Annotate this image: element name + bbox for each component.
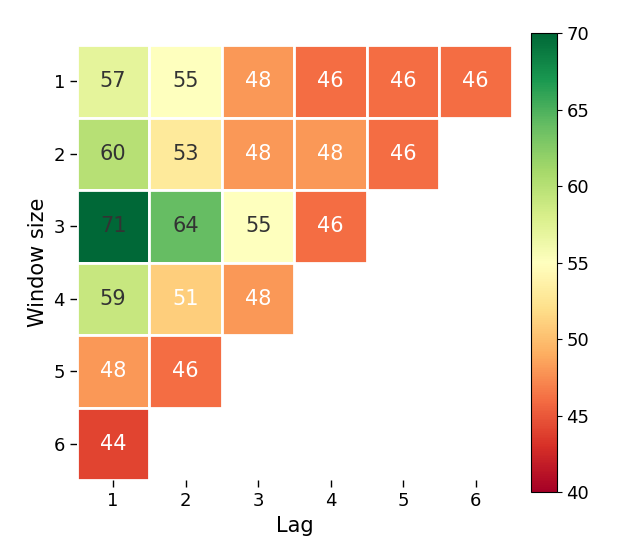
Text: 53: 53 <box>172 144 199 164</box>
Text: 48: 48 <box>100 362 126 382</box>
Text: 57: 57 <box>100 71 126 91</box>
Text: 71: 71 <box>100 216 126 237</box>
Text: 48: 48 <box>245 71 271 91</box>
Text: 59: 59 <box>100 289 126 309</box>
Bar <box>149 263 222 335</box>
Bar <box>77 45 149 118</box>
Bar <box>222 118 294 190</box>
Text: 48: 48 <box>317 144 344 164</box>
Text: 64: 64 <box>172 216 199 237</box>
Text: 48: 48 <box>245 144 271 164</box>
Text: 46: 46 <box>317 71 344 91</box>
Bar <box>77 408 149 480</box>
Text: 46: 46 <box>463 71 489 91</box>
Text: 46: 46 <box>317 216 344 237</box>
Bar <box>77 335 149 408</box>
Text: 60: 60 <box>100 144 126 164</box>
Bar <box>149 45 222 118</box>
Text: 55: 55 <box>245 216 271 237</box>
Bar <box>77 118 149 190</box>
Text: 51: 51 <box>172 289 199 309</box>
Bar <box>149 190 222 263</box>
Bar <box>149 335 222 408</box>
Bar <box>367 45 440 118</box>
Bar <box>222 45 294 118</box>
Y-axis label: Window size: Window size <box>28 198 48 327</box>
Bar <box>294 118 367 190</box>
Bar <box>440 45 512 118</box>
X-axis label: Lag: Lag <box>276 515 313 536</box>
Bar <box>222 190 294 263</box>
Text: 55: 55 <box>172 71 199 91</box>
Bar <box>222 263 294 335</box>
Bar <box>367 118 440 190</box>
Bar <box>294 190 367 263</box>
Text: 44: 44 <box>100 434 126 454</box>
Text: 46: 46 <box>172 362 199 382</box>
Text: 48: 48 <box>245 289 271 309</box>
Bar <box>77 263 149 335</box>
Bar <box>149 118 222 190</box>
Bar <box>77 190 149 263</box>
Bar <box>294 45 367 118</box>
Text: 46: 46 <box>390 144 417 164</box>
Text: 46: 46 <box>390 71 417 91</box>
